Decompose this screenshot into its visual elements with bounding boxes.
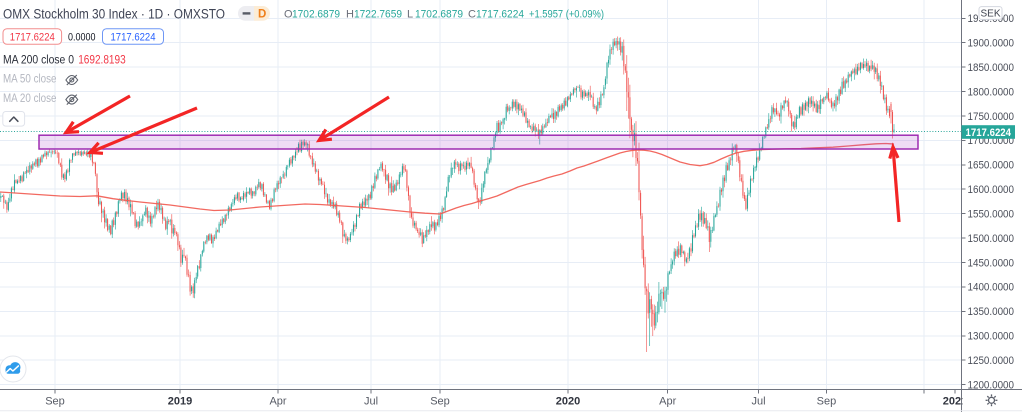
- svg-text:1550.0000: 1550.0000: [968, 209, 1015, 221]
- svg-text:1600.0000: 1600.0000: [968, 184, 1015, 196]
- svg-text:1450.0000: 1450.0000: [968, 257, 1015, 269]
- svg-text:Sep: Sep: [430, 396, 450, 408]
- svg-text:1800.0000: 1800.0000: [968, 86, 1015, 98]
- svg-text:Jul: Jul: [751, 396, 765, 408]
- svg-text:1750.0000: 1750.0000: [968, 111, 1015, 123]
- svg-text:1692.8193: 1692.8193: [78, 54, 126, 66]
- svg-text:2020: 2020: [556, 396, 580, 408]
- svg-text:Apr: Apr: [269, 396, 286, 408]
- svg-text:1717.6224: 1717.6224: [111, 31, 156, 43]
- svg-text:+1.5957 (+0.09%): +1.5957 (+0.09%): [529, 9, 604, 21]
- svg-text:1650.0000: 1650.0000: [968, 160, 1015, 172]
- svg-text:MA 20 close: MA 20 close: [3, 93, 57, 105]
- svg-text:1200.0000: 1200.0000: [968, 379, 1015, 391]
- svg-text:L: L: [407, 9, 413, 21]
- svg-text:Sep: Sep: [817, 396, 837, 408]
- svg-text:1250.0000: 1250.0000: [968, 355, 1015, 367]
- svg-text:O: O: [284, 9, 293, 21]
- svg-text:1350.0000: 1350.0000: [968, 306, 1015, 318]
- svg-text:1717.6224: 1717.6224: [10, 31, 55, 43]
- svg-text:0.0000: 0.0000: [68, 31, 96, 43]
- svg-text:1500.0000: 1500.0000: [968, 233, 1015, 245]
- svg-text:D: D: [258, 9, 266, 21]
- svg-text:1400.0000: 1400.0000: [968, 282, 1015, 294]
- svg-text:2021: 2021: [943, 396, 967, 408]
- svg-text:1722.7659: 1722.7659: [354, 9, 402, 21]
- svg-text:Jul: Jul: [364, 396, 378, 408]
- svg-text:1702.6879: 1702.6879: [415, 9, 463, 21]
- svg-text:Apr: Apr: [659, 396, 676, 408]
- svg-text:OMX Stockholm 30 Index · 1D ·: OMX Stockholm 30 Index · 1D · OMXSTO: [3, 7, 225, 22]
- svg-text:Sep: Sep: [45, 396, 65, 408]
- svg-text:H: H: [346, 9, 354, 21]
- svg-text:MA 200 close 0: MA 200 close 0: [3, 54, 74, 66]
- svg-text:SEK: SEK: [980, 8, 1000, 19]
- svg-text:1717.6224: 1717.6224: [476, 9, 524, 21]
- svg-text:2019: 2019: [168, 396, 192, 408]
- svg-text:1717.6224: 1717.6224: [966, 127, 1012, 139]
- svg-text:1900.0000: 1900.0000: [968, 38, 1015, 50]
- svg-text:1702.6879: 1702.6879: [292, 9, 340, 21]
- svg-text:MA 50 close: MA 50 close: [3, 74, 57, 86]
- svg-text:C: C: [468, 9, 476, 21]
- svg-text:1300.0000: 1300.0000: [968, 331, 1015, 343]
- svg-text:1850.0000: 1850.0000: [968, 62, 1015, 74]
